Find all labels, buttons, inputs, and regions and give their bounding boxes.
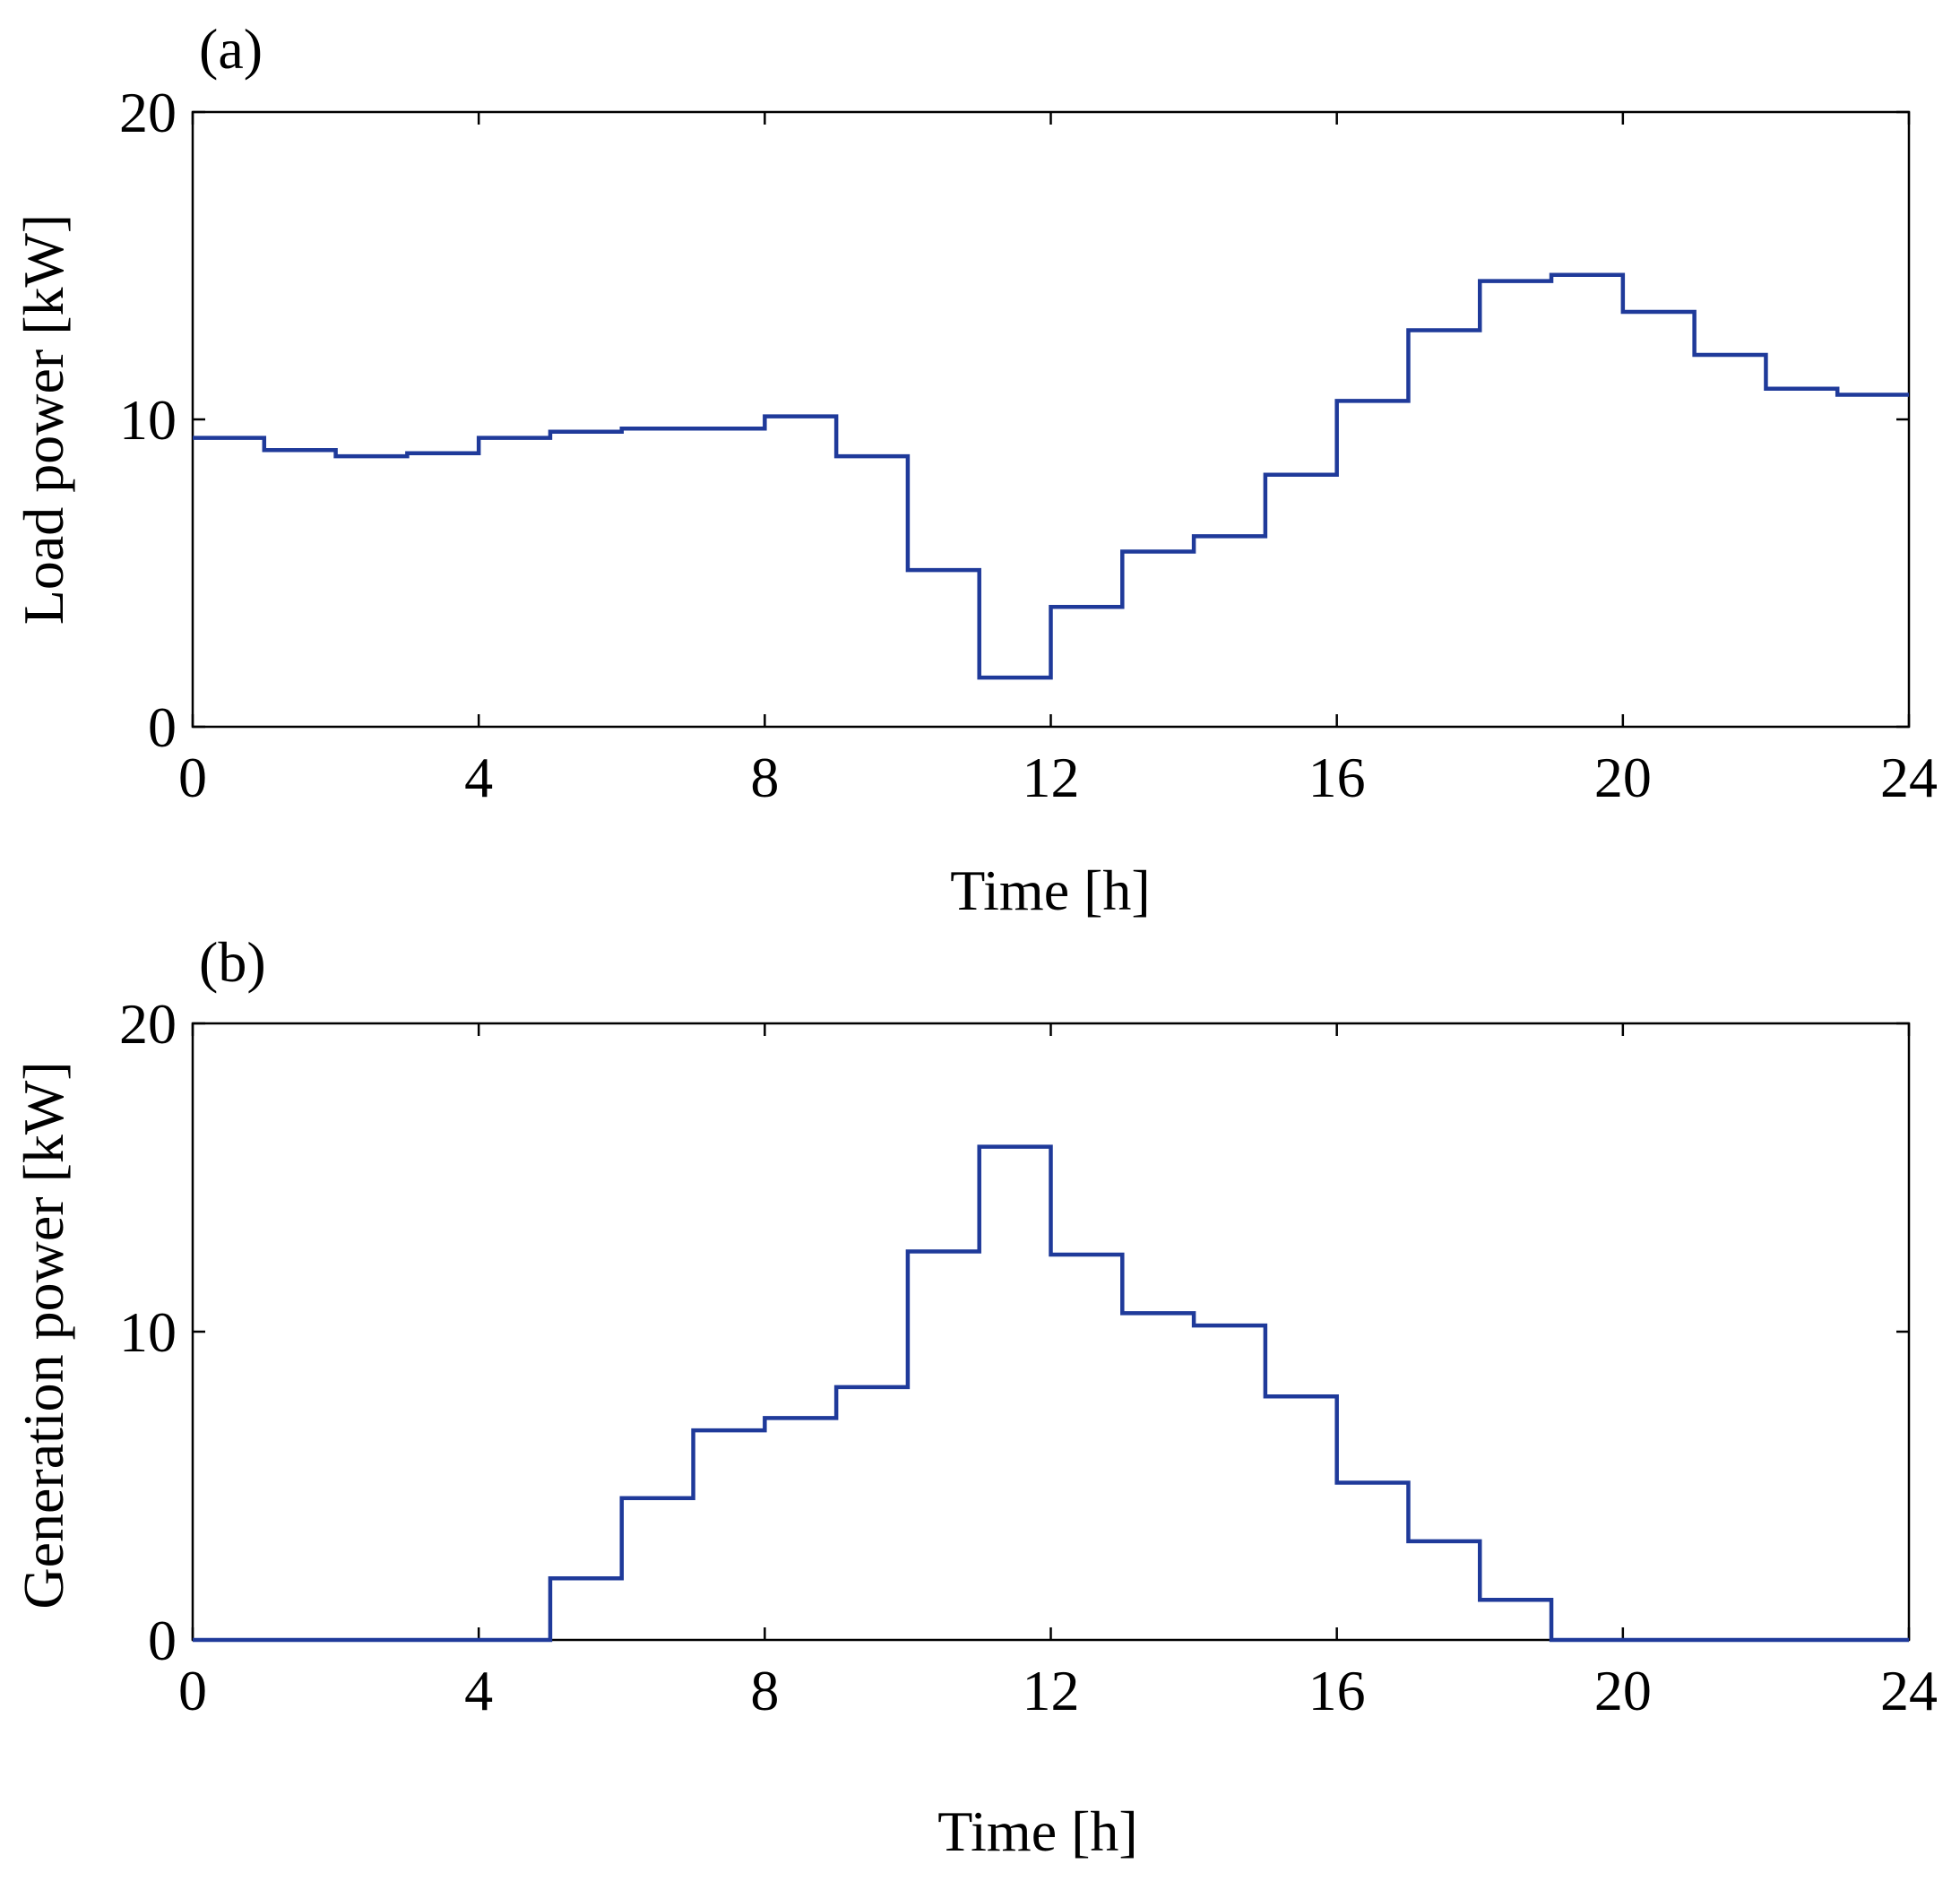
panel-b-y-tick-label: 20 [119, 992, 177, 1056]
panel-b-x-tick-label: 4 [464, 1659, 493, 1722]
panel-b-y-tick-label: 10 [119, 1300, 177, 1364]
panel-a-x-tick-label: 8 [750, 746, 779, 809]
panel-b-axes-frame [191, 1022, 1911, 1642]
panel-a-x-tick-label: 24 [1880, 746, 1938, 809]
panel-a-x-tick-label: 4 [464, 746, 493, 809]
panel-b-y-axis-label: Generation power [kW] [12, 1061, 75, 1609]
panel-a-x-axis-label: Time [h] [950, 859, 1150, 922]
panel-b-x-tick-label: 16 [1308, 1659, 1366, 1722]
panel-a-tick-labels: 0 4 8 12 16 20 24 0 10 20 [119, 81, 1938, 809]
panel-b-ticks [191, 1022, 1911, 1642]
panel-a: (a) 0 4 8 12 16 20 24 0 10 20 Time [h] Load power… [12, 17, 1938, 922]
panel-a-y-axis-label: Load power [kW] [12, 214, 75, 625]
panel-b-x-tick-label: 0 [178, 1659, 207, 1722]
panel-b-y-tick-label: 0 [148, 1609, 177, 1672]
panel-a-x-tick-label: 20 [1594, 746, 1652, 809]
panel-b-x-tick-label: 24 [1880, 1659, 1938, 1722]
panel-b-label: (b) [199, 930, 266, 994]
panel-b-generation-power-line [193, 1144, 1909, 1643]
panel-a-label: (a) [199, 17, 263, 81]
panel-a-ticks [191, 110, 1911, 729]
panel-a-x-tick-label: 16 [1308, 746, 1366, 809]
panel-a-load-power-line [193, 272, 1909, 680]
panel-a-x-tick-label: 12 [1023, 746, 1080, 809]
panel-b-x-tick-label: 20 [1594, 1659, 1652, 1722]
panel-b-x-tick-label: 12 [1023, 1659, 1080, 1722]
panel-b-x-tick-label: 8 [750, 1659, 779, 1722]
panel-b-x-axis-label: Time [h] [937, 1799, 1137, 1863]
panel-a-y-tick-label: 20 [119, 81, 177, 144]
panel-a-y-tick-label: 10 [119, 388, 177, 452]
panel-a-x-tick-label: 0 [178, 746, 207, 809]
panel-b-tick-labels: 0 4 8 12 16 20 24 0 10 20 [119, 992, 1938, 1722]
panel-b: (b) 0 4 8 12 16 20 24 0 10 20 Time [h] Generation… [12, 930, 1938, 1863]
panel-a-y-tick-label: 0 [148, 695, 177, 759]
